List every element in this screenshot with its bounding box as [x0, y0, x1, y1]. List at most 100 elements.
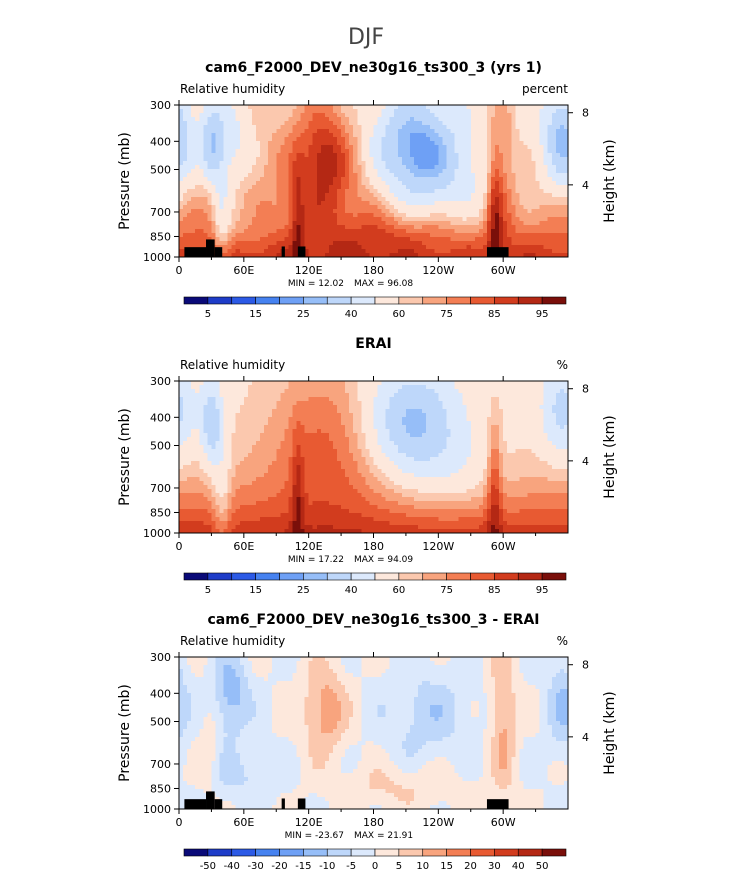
heatmap-cell	[373, 197, 379, 202]
colorbar-swatch	[446, 296, 471, 305]
heatmap-cell	[316, 397, 322, 402]
heatmap-cell	[337, 197, 342, 202]
heatmap-cell	[385, 189, 391, 194]
heatmap-cell	[458, 189, 464, 194]
heatmap-cell	[203, 157, 208, 162]
heatmap-cell	[304, 105, 310, 110]
heatmap-cell	[499, 137, 504, 142]
heatmap-cell	[235, 397, 241, 402]
heatmap-cell	[442, 225, 448, 230]
heatmap-cell	[409, 425, 415, 430]
heatmap-cell	[296, 181, 302, 186]
heatmap-cell	[211, 201, 217, 206]
heatmap-cell	[341, 429, 346, 434]
heatmap-cell	[515, 141, 520, 146]
heatmap-cell	[393, 425, 399, 430]
heatmap-cell	[434, 421, 439, 426]
heatmap-cell	[515, 229, 520, 234]
heatmap-cell	[478, 405, 484, 410]
heatmap-cell	[547, 217, 553, 222]
heatmap-cell	[304, 421, 310, 426]
heatmap-cell	[219, 209, 225, 214]
heatmap-cell	[203, 417, 208, 422]
heatmap-cell	[361, 145, 366, 150]
heatmap-cell	[324, 393, 330, 398]
heatmap-cell	[243, 385, 249, 390]
heatmap-cell	[243, 181, 249, 186]
heatmap-cell	[491, 429, 496, 434]
heatmap-cell	[300, 117, 306, 122]
heatmap-cell	[276, 233, 281, 238]
heatmap-cell	[555, 201, 561, 206]
heatmap-cell	[442, 161, 448, 166]
heatmap-cell	[499, 213, 504, 218]
heatmap-cell	[450, 381, 456, 386]
y-axis-label: Pressure (mb)	[117, 132, 133, 230]
heatmap-cell	[199, 141, 204, 146]
heatmap-cell	[547, 177, 553, 182]
heatmap-cell	[397, 113, 403, 118]
heatmap-cell	[482, 169, 488, 174]
heatmap-cell	[288, 177, 294, 182]
heatmap-cell	[316, 145, 322, 150]
heatmap-cell	[559, 177, 565, 182]
heatmap-cell	[337, 249, 342, 254]
heatmap-cell	[507, 197, 512, 202]
heatmap-cell	[195, 181, 200, 186]
heatmap-cell	[462, 113, 468, 118]
heatmap-cell	[389, 109, 395, 114]
heatmap-cell	[260, 405, 265, 410]
heatmap-cell	[426, 253, 431, 258]
heatmap-cell	[268, 201, 273, 206]
heatmap-cell	[373, 177, 379, 182]
heatmap-cell	[255, 241, 261, 246]
heatmap-cell	[231, 173, 237, 178]
heatmap-cell	[353, 429, 358, 434]
heatmap-cell	[458, 385, 464, 390]
heatmap-cell	[304, 197, 310, 202]
heatmap-cell	[539, 209, 545, 214]
heatmap-cell	[474, 241, 480, 246]
heatmap-cell	[341, 193, 346, 198]
heatmap-cell	[446, 429, 452, 434]
heatmap-cell	[527, 153, 533, 158]
heatmap-cell	[409, 393, 415, 398]
heatmap-cell	[219, 213, 225, 218]
heatmap-cell	[397, 393, 403, 398]
heatmap-cell	[377, 221, 383, 226]
heatmap-cell	[328, 225, 334, 230]
heatmap-cell	[511, 389, 516, 394]
heatmap-cell	[191, 213, 196, 218]
heatmap-cell	[304, 217, 310, 222]
heatmap-cell	[349, 185, 354, 190]
heatmap-cell	[466, 413, 472, 418]
heatmap-cell	[211, 393, 217, 398]
heatmap-cell	[227, 173, 233, 178]
heatmap-cell	[450, 421, 456, 426]
heatmap-cell	[381, 221, 387, 226]
heatmap-cell	[308, 145, 314, 150]
heatmap-cell	[357, 153, 362, 158]
heatmap-cell	[292, 405, 298, 410]
heatmap-cell	[292, 225, 298, 230]
heatmap-cell	[243, 165, 249, 170]
heatmap-cell	[219, 161, 225, 166]
heatmap-cell	[511, 197, 516, 202]
heatmap-cell	[515, 197, 520, 202]
heatmap-cell	[519, 193, 525, 198]
heatmap-cell	[539, 233, 545, 238]
heatmap-cell	[284, 109, 289, 114]
heatmap-cell	[288, 401, 294, 406]
heatmap-cell	[235, 433, 241, 438]
heatmap-cell	[377, 169, 383, 174]
heatmap-cell	[203, 233, 208, 238]
heatmap-cell	[491, 197, 496, 202]
heatmap-cell	[187, 425, 192, 430]
heatmap-cell	[503, 149, 508, 154]
heatmap-cell	[195, 385, 200, 390]
heatmap-cell	[531, 109, 537, 114]
heatmap-cell	[523, 225, 529, 230]
heatmap-cell	[361, 193, 366, 198]
heatmap-cell	[183, 141, 188, 146]
heatmap-cell	[381, 129, 387, 134]
